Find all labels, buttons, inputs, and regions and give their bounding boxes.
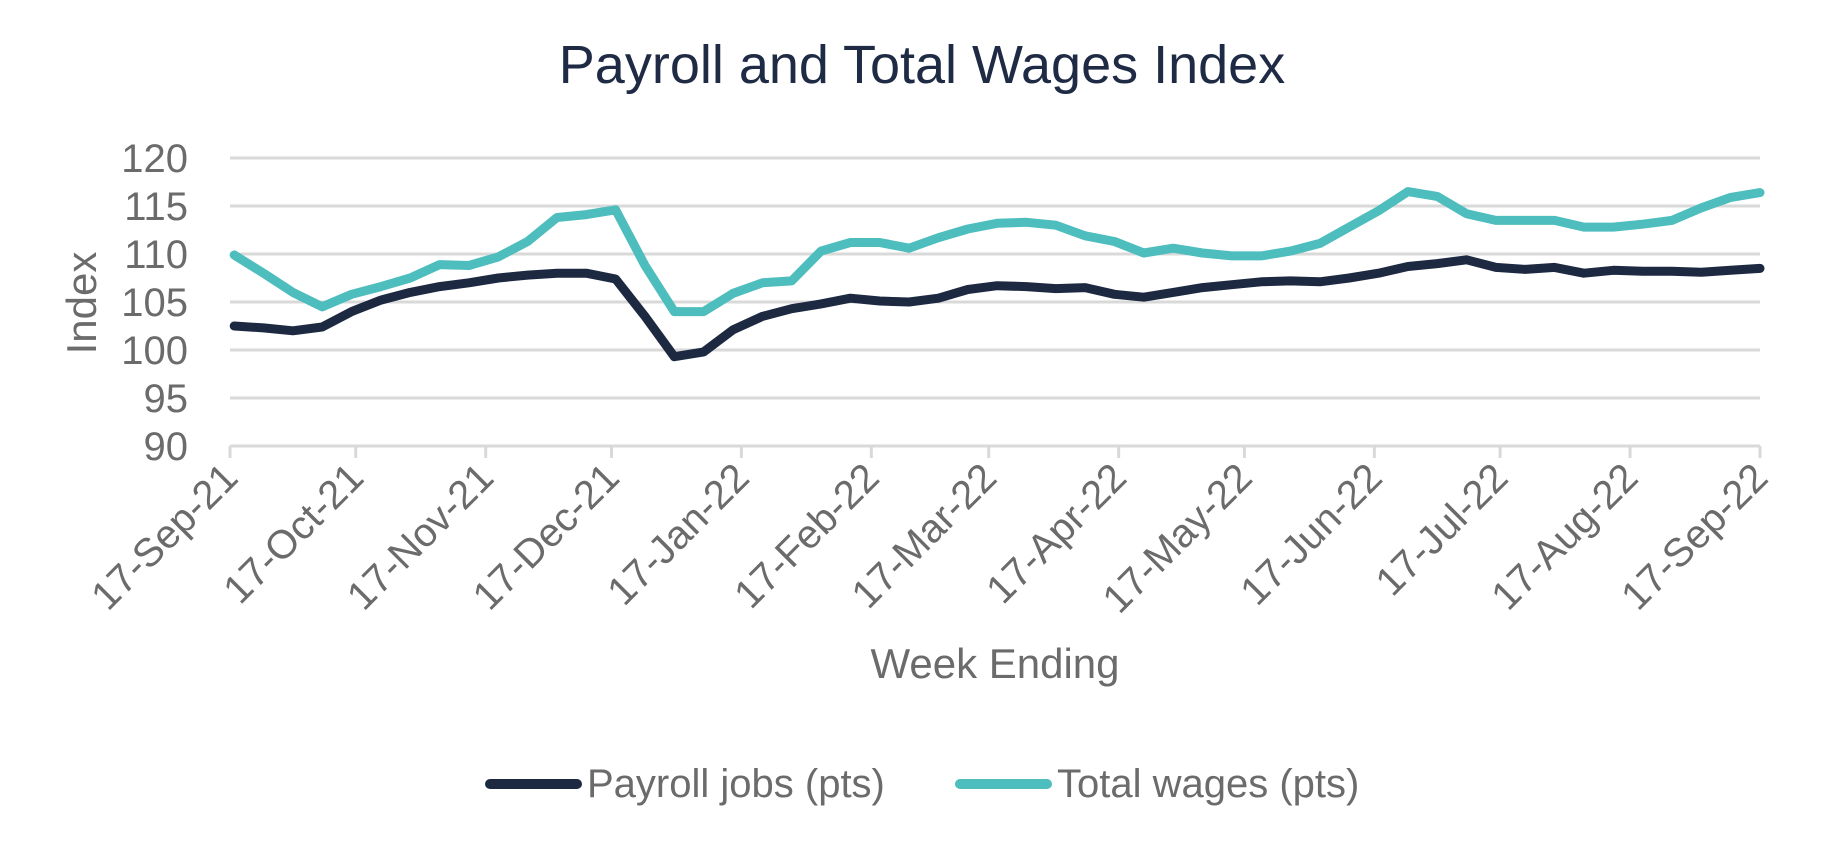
y-axis-title: Index	[58, 252, 105, 355]
y-tick-label-105: 105	[121, 281, 188, 325]
x-tick-label-17-Jun-22: 17-Jun-22	[1232, 455, 1390, 613]
chart-title: Payroll and Total Wages Index	[559, 35, 1285, 95]
series-line-total-wages	[229, 187, 1765, 317]
series-line-payroll-jobs	[229, 255, 1765, 362]
x-axis-ticks: 17-Sep-2117-Oct-2117-Nov-2117-Dec-2117-J…	[83, 446, 1776, 622]
y-tick-label-100: 100	[121, 329, 188, 373]
y-tick-label-115: 115	[124, 185, 188, 229]
legend-label-total-wages: Total wages (pts)	[1057, 762, 1359, 806]
legend-label-payroll-jobs: Payroll jobs (pts)	[587, 762, 885, 806]
series-lines	[229, 187, 1765, 362]
gridlines	[230, 156, 1760, 400]
y-tick-label-90: 90	[144, 425, 189, 469]
x-tick-label-17-Sep-21: 17-Sep-21	[83, 455, 246, 618]
y-tick-label-120: 120	[121, 137, 188, 181]
legend: Payroll jobs (pts) Total wages (pts)	[485, 762, 1359, 806]
y-tick-label-95: 95	[144, 377, 189, 421]
y-tick-label-110: 110	[124, 233, 188, 277]
x-axis-title: Week Ending	[870, 640, 1119, 687]
